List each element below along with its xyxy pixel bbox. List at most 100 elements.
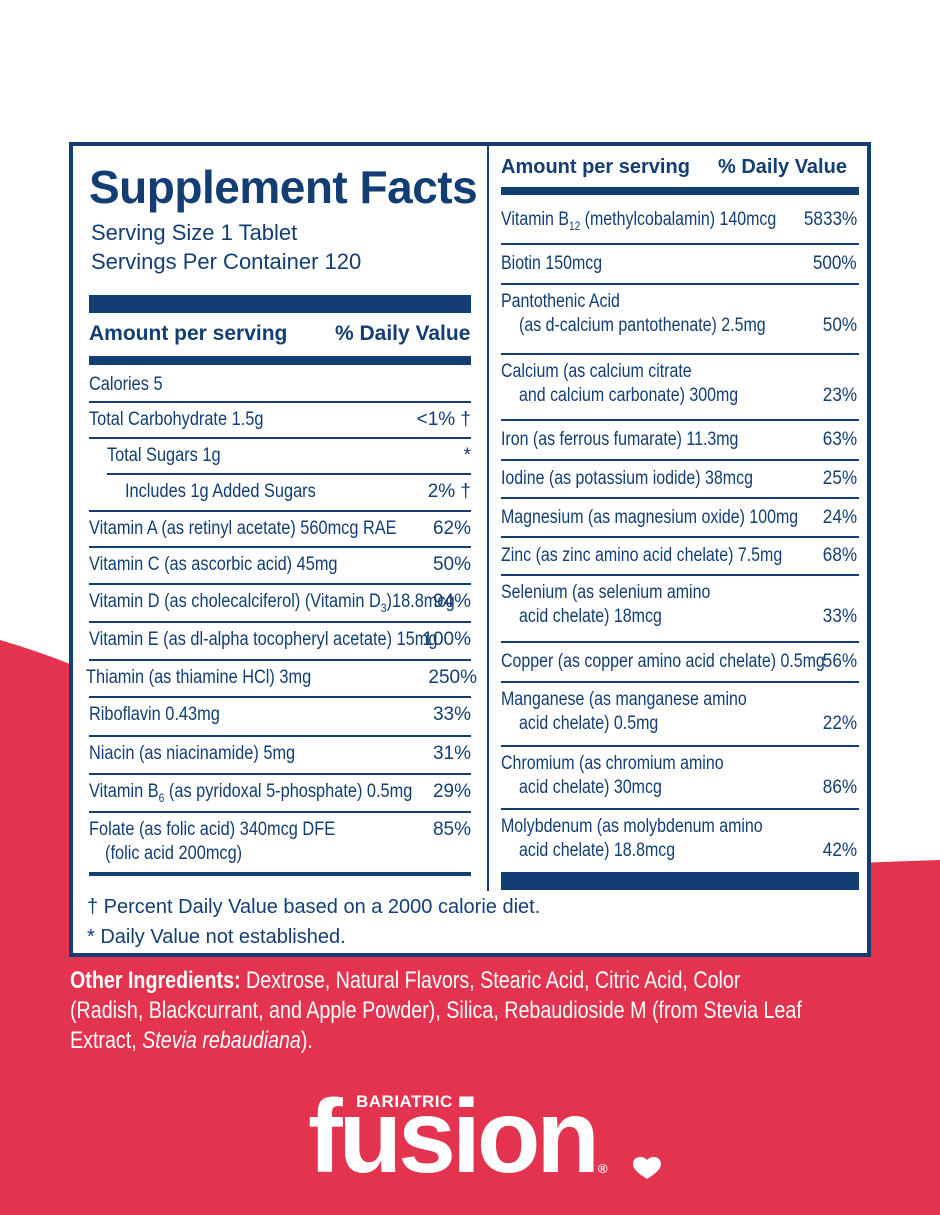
nutrient-row: Biotin 150mcg 500% (501, 245, 859, 285)
nutrient-label-line-2: acid chelate) 18.8mcg (519, 840, 676, 861)
nutrient-daily-value: 24% (822, 506, 857, 528)
nutrient-daily-value: 100% (422, 629, 471, 650)
nutrient-label-text: Manganese (as manganese amino (501, 689, 747, 710)
ingredients-italic: Stevia rebaudiana (142, 1027, 301, 1054)
nutrient-label: Vitamin C (as ascorbic acid) 45mg (89, 554, 338, 576)
ingredients-line-2: (Radish, Blackcurrant, and Apple Powder)… (70, 997, 802, 1024)
nutrient-label-text: Iron (as ferrous fumarate) 11.3mg (501, 429, 739, 450)
nutrient-label-line-2: acid chelate) 18mcg (519, 606, 662, 627)
daily-value-header: % Daily Value (335, 322, 471, 345)
nutrient-row: Vitamin B12 (methylcobalamin) 140mcg 5833… (501, 196, 859, 245)
nutrient-row: Total Carbohydrate 1.5g <1% † (73, 401, 483, 437)
nutrient-row: Manganese (as manganese amino acid chelat… (501, 683, 859, 747)
nutrient-daily-value: 86% (822, 777, 857, 798)
nutrient-label-after: (methylcobalamin) 140mcg (580, 208, 777, 230)
nutrient-daily-value: 33% (822, 606, 857, 627)
nutrient-label-text: Riboflavin 0.43mg (89, 704, 220, 725)
nutrient-daily-value: 42% (822, 840, 857, 861)
nutrient-label-text: Biotin 150mcg (501, 253, 603, 274)
nutrient-label-line-2: acid chelate) 0.5mg (519, 713, 659, 734)
nutrient-daily-value: 31% (432, 743, 471, 764)
nutrient-label-text: Thiamin (as thiamine HCl) 3mg (86, 667, 312, 688)
nutrient-row: Vitamin A (as retinyl acetate) 560mcg RA… (73, 510, 483, 546)
nutrient-label: Total Sugars 1g (107, 445, 221, 467)
nutrient-row: Niacin (as niacinamide) 5mg 31% (73, 735, 483, 773)
nutrient-label: Riboflavin 0.43mg (89, 704, 220, 726)
nutrient-daily-value: 23% (822, 385, 857, 406)
serving-size: Serving Size 1 Tablet (91, 220, 298, 245)
nutrient-label: Includes 1g Added Sugars (125, 481, 316, 503)
nutrient-label: Molybdenum (as molybdenum amino (501, 816, 763, 838)
nutrient-label: Chromium (as chromium amino (501, 753, 724, 775)
nutrient-row: Vitamin B6 (as pyridoxal 5-phosphate) 0.… (73, 773, 483, 811)
nutrient-label-text: Calcium (as calcium citrate (501, 361, 692, 382)
nutrient-row: Vitamin E (as dl-alpha tocopheryl acetat… (73, 621, 483, 659)
nutrient-label-text: Vitamin B (89, 781, 159, 802)
nutrient-daily-value: 25% (822, 468, 857, 489)
nutrient-label-line-2: (folic acid 200mcg) (105, 843, 243, 864)
nutrient-row: Folate (as folic acid) 340mcg DFE (folic … (73, 811, 483, 876)
nutrient-label: Thiamin (as thiamine HCl) 3mg (86, 667, 311, 689)
nutrient-label-line-2: and calcium carbonate) 300mg (519, 385, 739, 406)
right-dv-header: % Daily Value (718, 156, 847, 178)
nutrient-daily-value: 250% (428, 667, 477, 688)
nutrient-row: Copper (as copper amino acid chelate) 0.… (501, 643, 859, 683)
left-bottom-rule (89, 872, 471, 876)
nutrient-label-text: Copper (as copper amino acid chelate) 0.… (501, 651, 825, 672)
thick-rule (89, 295, 471, 313)
nutrient-label: Biotin 150mcg (501, 253, 602, 275)
nutrient-subscript: 12 (569, 218, 581, 233)
nutrient-label: Vitamin E (as dl-alpha tocopheryl acetat… (89, 629, 437, 651)
right-bottom-thick-rule (501, 872, 859, 890)
nutrient-daily-value: 63% (822, 429, 857, 450)
nutrient-row: Iron (as ferrous fumarate) 11.3mg 63% (501, 421, 859, 461)
nutrient-label-text: Vitamin C (as ascorbic acid) 45mg (89, 554, 338, 575)
nutrient-daily-value: 50% (822, 315, 857, 336)
other-ingredients: Other Ingredients: Dextrose, Natural Fla… (70, 966, 802, 1056)
nutrient-label: Vitamin A (as retinyl acetate) 560mcg RA… (89, 518, 397, 540)
nutrient-row: Molybdenum (as molybdenum amino acid chel… (501, 810, 859, 870)
nutrient-row: Vitamin D (as cholecalciferol) (Vitamin … (73, 583, 483, 621)
nutrient-label-text: Vitamin E (as dl-alpha tocopheryl acetat… (89, 629, 438, 650)
nutrient-label-text: Folate (as folic acid) 340mcg DFE (89, 819, 336, 840)
nutrient-label-text: Vitamin A (as retinyl acetate) 560mcg RA… (89, 518, 397, 539)
nutrient-label-text: Magnesium (as magnesium oxide) 100mg (501, 506, 799, 528)
nutrient-label-text: Zinc (as zinc amino acid chelate) 7.5mg (501, 545, 783, 566)
nutrient-label: Vitamin B12 (methylcobalamin) 140mcg (501, 209, 776, 233)
nutrient-daily-value: 22% (822, 713, 857, 734)
servings-per-container: Servings Per Container 120 (91, 249, 362, 274)
nutrient-label: Iron (as ferrous fumarate) 11.3mg (501, 429, 738, 451)
ingredients-line-3: Extract, Stevia rebaudiana). (70, 1026, 726, 1056)
medium-rule (89, 356, 471, 365)
nutrient-subscript: 3 (380, 600, 387, 615)
nutrient-daily-value: 85% (432, 819, 471, 840)
nutrient-label-text: Total Sugars 1g (107, 445, 221, 466)
column-divider (487, 146, 489, 891)
brand-name: fusion (308, 1079, 600, 1195)
nutrient-daily-value: <1% † (416, 409, 471, 430)
nutrient-label-text: Vitamin B (501, 208, 570, 230)
nutrient-daily-value: 33% (432, 704, 471, 725)
nutrient-label: Vitamin D (as cholecalciferol) (Vitamin … (89, 591, 455, 615)
brand-tagline: BARIATRIC (356, 1092, 453, 1111)
nutrient-label: Manganese (as manganese amino (501, 689, 747, 711)
nutrient-label: Calories 5 (89, 374, 163, 396)
ingredients-heading: Other Ingredients: (70, 967, 241, 994)
nutrient-label-text: Pantothenic Acid (501, 291, 620, 312)
nutrient-row: Total Sugars 1g * (73, 437, 483, 473)
nutrient-daily-value: 68% (822, 545, 857, 566)
nutrient-daily-value: 5833% (803, 208, 857, 230)
nutrient-label-text: Selenium (as selenium amino (501, 582, 711, 603)
nutrient-row: Pantothenic Acid (as d-calcium pantothena… (501, 285, 859, 355)
nutrient-daily-value: * (463, 445, 471, 466)
nutrient-label: Niacin (as niacinamide) 5mg (89, 743, 295, 765)
amount-per-serving-header: Amount per serving (89, 322, 288, 345)
nutrient-label-text: Includes 1g Added Sugars (125, 481, 316, 502)
ingredients-text-3-end: ). (300, 1027, 313, 1054)
nutrient-label: Magnesium (as magnesium oxide) 100mg (501, 507, 798, 529)
nutrient-row: Riboflavin 0.43mg 33% (73, 696, 483, 735)
nutrient-label: Iodine (as potassium iodide) 38mcg (501, 468, 753, 490)
nutrient-row: Chromium (as chromium amino acid chelate)… (501, 747, 859, 810)
nutrient-daily-value: 94% (432, 591, 471, 612)
nutrient-label-line-2: (as d-calcium pantothenate) 2.5mg (519, 315, 766, 336)
